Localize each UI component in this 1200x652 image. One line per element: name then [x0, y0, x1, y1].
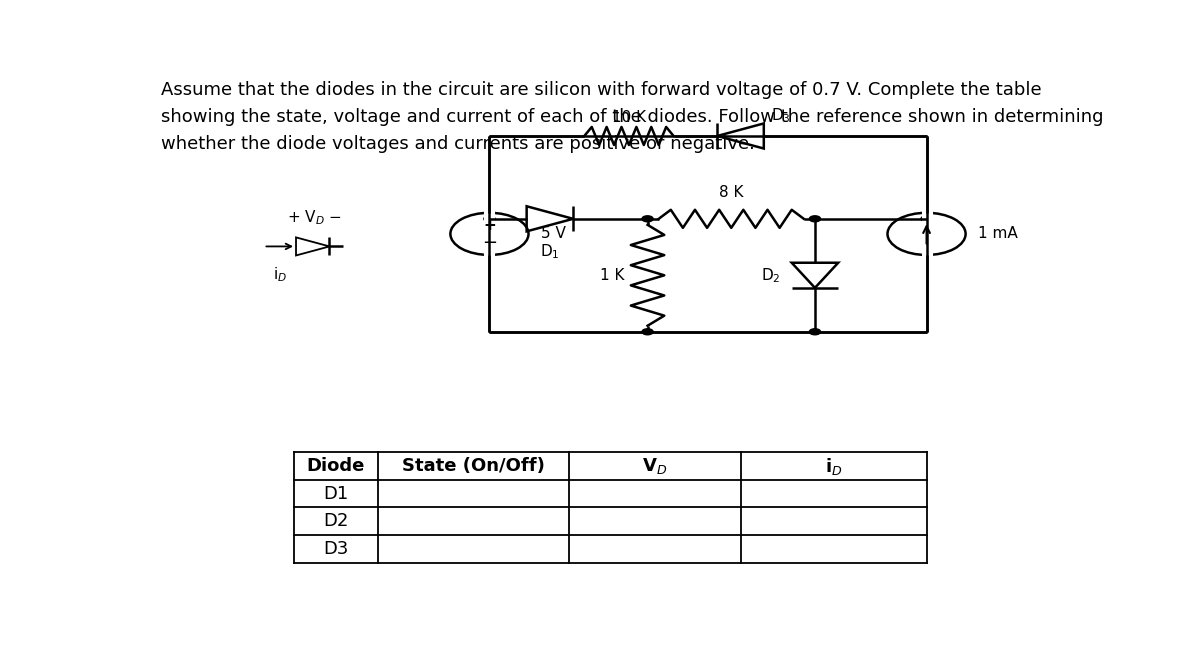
Text: D$_3$: D$_3$	[772, 106, 791, 125]
Text: D3: D3	[323, 540, 349, 558]
Circle shape	[809, 216, 821, 222]
Text: −: −	[482, 234, 497, 252]
Text: i$_D$: i$_D$	[824, 456, 842, 477]
Text: V$_D$: V$_D$	[642, 456, 667, 476]
Text: +: +	[484, 218, 496, 233]
Text: 1 K: 1 K	[600, 268, 624, 283]
Text: Diode: Diode	[307, 457, 365, 475]
Text: + V$_D$ −: + V$_D$ −	[287, 209, 342, 228]
Text: D$_1$: D$_1$	[540, 243, 559, 261]
Circle shape	[642, 329, 653, 334]
Circle shape	[920, 216, 932, 222]
Circle shape	[484, 216, 496, 222]
Text: 10 K: 10 K	[612, 110, 646, 125]
Circle shape	[642, 216, 653, 222]
Text: 8 K: 8 K	[719, 185, 744, 200]
Text: State (On/Off): State (On/Off)	[402, 457, 545, 475]
Text: D1: D1	[323, 484, 349, 503]
Text: i$_D$: i$_D$	[272, 265, 287, 284]
Circle shape	[809, 329, 821, 334]
Text: 5 V: 5 V	[540, 226, 565, 241]
Text: 1 mA: 1 mA	[978, 226, 1018, 241]
Text: D$_2$: D$_2$	[761, 266, 780, 285]
Text: Assume that the diodes in the circuit are silicon with forward voltage of 0.7 V.: Assume that the diodes in the circuit ar…	[161, 81, 1104, 153]
Text: D2: D2	[323, 512, 349, 530]
